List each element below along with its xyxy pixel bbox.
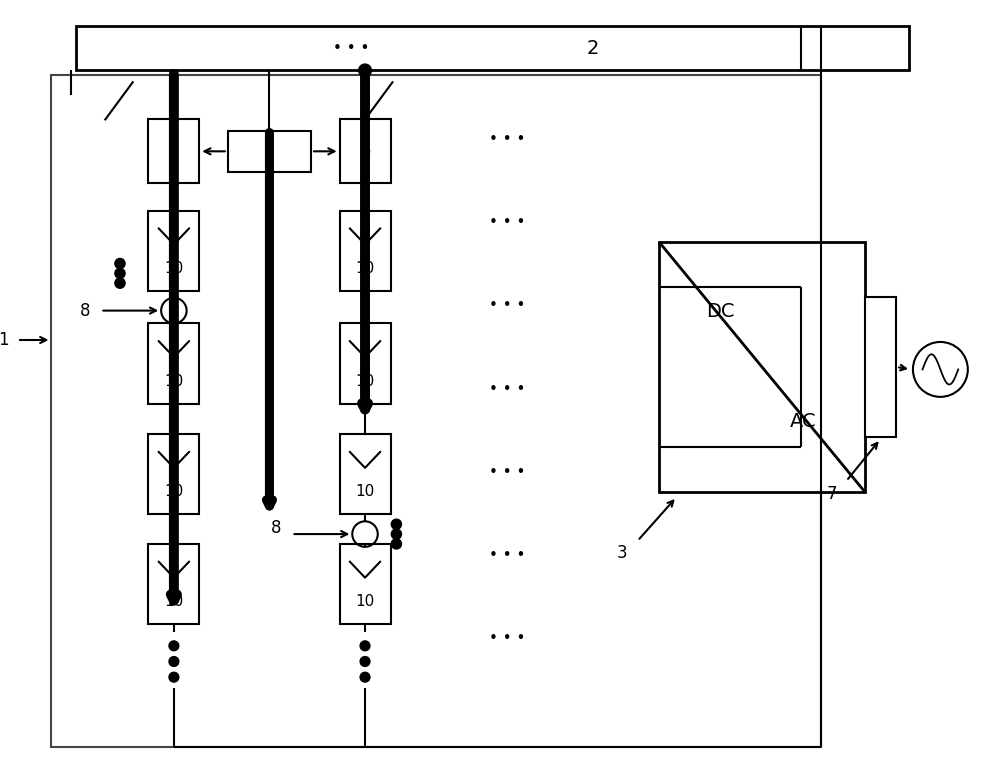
Circle shape [169,657,179,666]
Text: AC: AC [790,412,816,432]
Text: 10: 10 [355,374,375,389]
Bar [51,76,821,747]
Bar [659,242,865,492]
Text: 3: 3 [617,544,627,562]
Text: • • •: • • • [489,382,525,397]
Bar [71,95,801,727]
Circle shape [391,539,401,549]
Circle shape [360,657,370,666]
Text: 10: 10 [164,374,184,389]
Text: • • •: • • • [489,215,525,230]
Circle shape [169,641,179,650]
Text: 10: 10 [355,261,375,276]
Bar [148,210,199,291]
Circle shape [115,268,125,278]
Text: • • •: • • • [333,41,369,56]
Circle shape [360,641,370,650]
Bar [148,544,199,624]
Bar [340,323,391,404]
Text: 6: 6 [359,143,371,160]
Circle shape [360,672,370,682]
Circle shape [359,64,371,77]
Circle shape [391,529,401,539]
Circle shape [391,519,401,530]
Bar [148,434,199,514]
Circle shape [115,259,125,269]
Circle shape [115,278,125,288]
Text: 8: 8 [271,519,282,538]
Text: 10: 10 [164,261,184,276]
Text: 8: 8 [80,301,91,319]
Bar [340,434,391,514]
Text: 10: 10 [355,485,375,499]
Text: 10: 10 [355,594,375,609]
Text: • • •: • • • [489,465,525,480]
Bar [340,544,391,624]
Bar [148,119,199,183]
Bar [340,210,391,291]
Text: • • •: • • • [489,298,525,313]
Bar [228,131,311,172]
Bar [865,297,896,437]
Bar [148,323,199,404]
Bar [340,119,391,183]
Text: • • •: • • • [489,548,525,563]
Text: • • •: • • • [489,132,525,146]
Text: 5: 5 [264,143,275,160]
Text: 7: 7 [826,485,837,502]
Text: 1: 1 [0,331,9,349]
Text: • • •: • • • [489,632,525,647]
Text: 10: 10 [164,485,184,499]
Circle shape [169,672,179,682]
Text: 6: 6 [168,143,180,160]
Text: 2: 2 [586,39,599,58]
Bar [76,26,909,70]
Text: 10: 10 [164,594,184,609]
Text: DC: DC [707,302,735,322]
